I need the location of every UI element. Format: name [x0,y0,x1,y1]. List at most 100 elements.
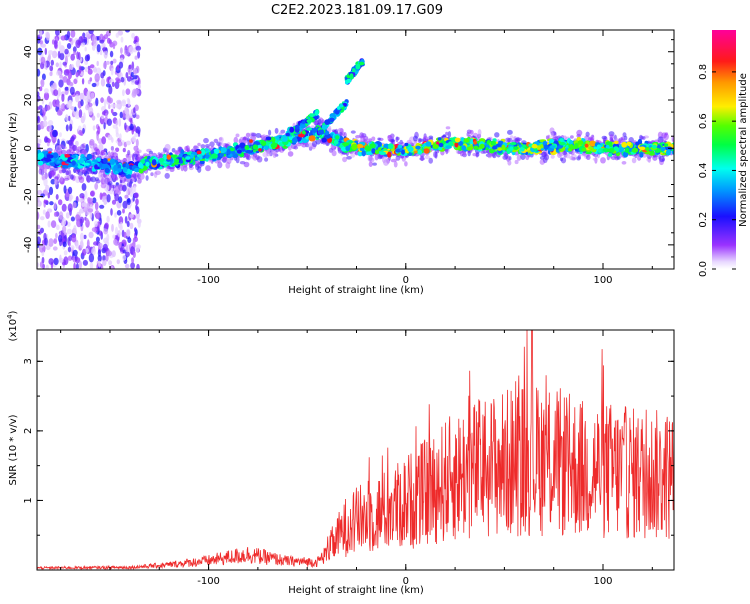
halo-point [205,165,211,172]
halo-point [217,161,223,169]
halo-point [132,172,137,179]
noise-point [126,97,130,104]
halo-point [494,132,500,138]
noise-point [115,132,120,138]
noise-point [91,247,96,256]
noise-point [93,66,97,73]
noise-point [102,259,107,266]
noise-point [79,232,84,242]
halo-point [245,132,251,138]
ridge-point [236,149,242,154]
noise-point [124,216,128,224]
ridge-point [379,151,386,155]
noise-point [126,229,131,237]
halo-point [457,150,462,155]
ridge-point [98,162,103,169]
noise-point [114,212,117,218]
noise-point [120,76,125,83]
halo-point [127,149,131,156]
noise-point [59,254,62,263]
halo-point [51,169,56,176]
ridge-point [531,143,538,149]
ridge-point [37,152,45,159]
halo-point [107,181,113,186]
noise-point [49,201,54,206]
noise-point [111,137,114,143]
ridge-point [581,147,587,152]
noise-point [125,113,130,120]
halo-point [180,165,184,172]
ridge-point [67,163,73,168]
noise-point [120,36,124,43]
ridge-point [264,145,269,150]
ridge-point [158,158,165,163]
ridge-point [574,142,579,149]
noise-point [53,257,59,266]
halo-point [337,127,344,133]
halo-point [66,140,70,145]
halo-point [600,157,606,164]
noise-point [48,258,54,265]
halo-point [280,129,286,134]
noise-point [99,192,103,200]
ridge-point [660,146,666,152]
halo-point [128,181,132,188]
noise-point [117,30,124,36]
noise-point [58,79,64,88]
noise-point [92,197,97,204]
ridge-point [229,147,235,152]
noise-point [125,88,131,95]
ridge-point [404,142,409,147]
ridge-point [219,153,224,157]
noise-point [83,36,88,43]
noise-point [132,251,136,258]
noise-point [91,115,96,121]
noise-point [80,42,86,47]
halo-point [38,168,43,175]
ridge-point [425,141,432,147]
halo-point [514,159,519,165]
halo-point [492,152,497,159]
noise-point [79,216,85,224]
noise-point [132,239,136,248]
halo-point [63,177,70,181]
noise-point [65,114,69,122]
noise-point [61,217,67,226]
halo-point [377,137,381,141]
noise-point [70,174,74,180]
halo-point [395,136,399,143]
branch-point [321,124,328,130]
ridge-point [83,162,90,166]
halo-point [261,133,267,140]
ridge-point [454,142,459,148]
noise-point [118,61,124,69]
noise-point [135,45,142,51]
halo-point [487,153,492,159]
ridge-point [138,168,144,174]
halo-point [565,152,571,159]
ridge-point [374,149,380,155]
halo-point [420,155,424,162]
noise-point [53,89,59,97]
noise-point [116,210,122,216]
halo-point [609,134,614,140]
noise-point [48,50,54,55]
noise-point [68,240,71,247]
halo-point [66,170,70,176]
noise-point [100,78,106,87]
noise-point [45,211,50,220]
ridge-point [387,143,394,150]
ridge-point [624,147,630,153]
ridge-point [454,137,461,143]
noise-point [73,262,76,269]
halo-point [550,154,555,159]
noise-point [111,250,116,258]
noise-point [55,30,60,36]
ridge-point [666,149,671,156]
noise-point [116,259,121,265]
noise-point [116,99,122,105]
ridge-point [606,148,614,153]
noise-point [101,114,105,120]
halo-point [89,139,95,146]
